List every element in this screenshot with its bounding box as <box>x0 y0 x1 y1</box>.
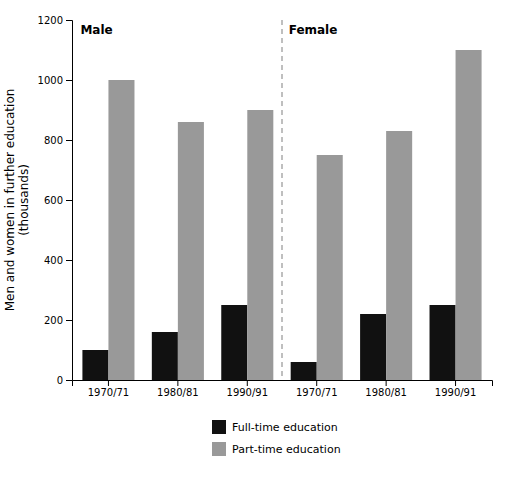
chart: 0 200 400 600 800 1000 1200 1970/71 1980/81 1990/… <box>0 0 512 480</box>
x-tick-mark <box>386 380 387 386</box>
x-tick-mark <box>108 380 109 386</box>
legend-label: Full-time education <box>232 421 338 434</box>
y-tick-mark <box>66 140 72 141</box>
annotation: Male <box>80 23 112 37</box>
y-tick: 1000 <box>38 75 72 86</box>
legend-label: Part-time education <box>232 443 341 456</box>
legend-swatch <box>212 420 226 434</box>
y-tick-label: 0 <box>57 375 63 386</box>
y-tick-label: 400 <box>44 255 63 266</box>
legend-item: Part-time education <box>212 442 341 456</box>
bar-series <box>108 50 481 380</box>
x-tick-label: 1990/91 <box>435 387 477 398</box>
plot: 0 200 400 600 800 1000 1200 1970/71 1980/81 1990/… <box>3 15 493 456</box>
y-axis-title: Men and women in further education(thous… <box>3 89 31 312</box>
y-tick: 200 <box>44 315 72 326</box>
legend: Full-time education Part-time education <box>212 420 341 456</box>
x-tick: 1990/91 <box>227 380 269 398</box>
x-tick: 1980/81 <box>365 380 407 398</box>
x-axis: 1970/71 1980/81 1990/91 1970/71 1980/81 1990/… <box>73 380 493 398</box>
bar <box>360 314 386 380</box>
bar <box>152 332 178 380</box>
y-tick: 800 <box>44 135 72 146</box>
x-tick: 1970/71 <box>88 380 130 398</box>
y-tick-mark <box>66 200 72 201</box>
x-tick: 1990/91 <box>435 380 477 398</box>
x-tick-label: 1990/91 <box>227 387 269 398</box>
y-axis: 0 200 400 600 800 1000 1200 <box>38 15 73 386</box>
x-tick: 1970/71 <box>296 380 338 398</box>
legend-swatch <box>212 442 226 456</box>
y-tick: 0 <box>57 375 72 386</box>
x-tick-mark <box>316 380 317 386</box>
bar <box>456 50 482 380</box>
x-tick-label: 1970/71 <box>296 387 338 398</box>
x-tick-label: 1980/81 <box>157 387 199 398</box>
bar <box>221 305 247 380</box>
bar <box>291 362 317 380</box>
y-tick: 1200 <box>38 15 72 26</box>
x-tick-mark <box>247 380 248 386</box>
x-tick-mark <box>455 380 456 386</box>
legend-item: Full-time education <box>212 420 338 434</box>
y-tick-label: 800 <box>44 135 63 146</box>
x-tick-mark <box>177 380 178 386</box>
separator <box>281 20 283 380</box>
bar <box>430 305 456 380</box>
y-tick-label: 1000 <box>38 75 63 86</box>
y-tick-label: 1200 <box>38 15 63 26</box>
bar <box>386 131 412 380</box>
x-axis-line <box>73 381 493 387</box>
y-tick-label: 200 <box>44 315 63 326</box>
y-axis-line <box>66 21 73 381</box>
bar <box>82 350 108 380</box>
bar <box>247 110 273 380</box>
y-tick-mark <box>66 380 72 381</box>
bar <box>178 122 204 380</box>
y-tick-mark <box>66 260 72 261</box>
x-tick-label: 1980/81 <box>365 387 407 398</box>
annotation: Female <box>289 23 338 37</box>
y-tick-mark <box>66 20 72 21</box>
y-tick-label: 600 <box>44 195 63 206</box>
x-tick-label: 1970/71 <box>88 387 130 398</box>
bar <box>317 155 343 380</box>
x-tick: 1980/81 <box>157 380 199 398</box>
bar <box>108 80 134 380</box>
y-tick: 600 <box>44 195 72 206</box>
y-tick-mark <box>66 80 72 81</box>
y-tick-mark <box>66 320 72 321</box>
y-tick: 400 <box>44 255 72 266</box>
